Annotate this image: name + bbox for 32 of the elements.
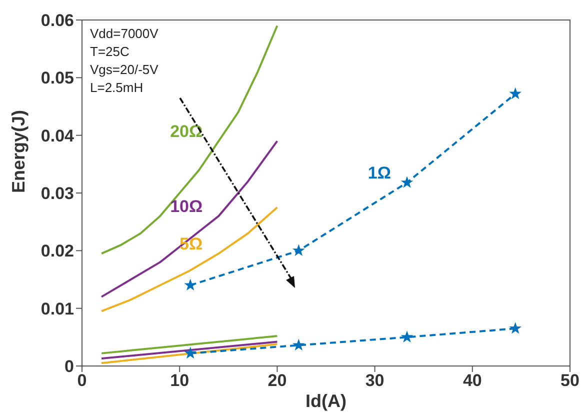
annotation: Vdd=7000V (90, 26, 159, 41)
y-tick-label: 0.04 (40, 126, 75, 146)
point (293, 245, 304, 256)
series-label: 20Ω (170, 122, 203, 142)
point (402, 177, 412, 188)
point (402, 332, 412, 342)
y-axis-title: Energy(J) (8, 110, 28, 193)
y-tick-label: 0.06 (40, 11, 74, 30)
y-tick-label: 0.05 (40, 68, 74, 88)
series-label: 1Ω (368, 164, 392, 183)
x-tick-label: 50 (560, 371, 580, 390)
x-tick-label: 10 (170, 371, 190, 390)
annotation: L=2.5mH (90, 80, 144, 95)
y-tick-label: 0.01 (40, 299, 74, 318)
y-tick-label: 0.02 (40, 242, 74, 261)
x-axis-title: Id(A) (306, 391, 346, 411)
point (510, 323, 521, 334)
point (510, 88, 521, 98)
x-tick-label: 20 (268, 371, 287, 390)
y-tick-label: 0 (64, 357, 74, 376)
point (185, 280, 196, 290)
series-label: 5Ω (180, 234, 203, 254)
line-series (100, 140, 278, 298)
series-label: 10Ω (170, 197, 203, 216)
x-tick-label: 0 (77, 371, 87, 390)
point (185, 348, 196, 358)
annotation: T=25C (90, 44, 130, 59)
x-tick-label: 30 (365, 371, 384, 390)
annotation: Vgs=20/-5V (90, 62, 159, 77)
point (293, 340, 304, 350)
y-tick-label: 0.03 (40, 184, 74, 204)
x-tick-label: 40 (462, 371, 482, 390)
